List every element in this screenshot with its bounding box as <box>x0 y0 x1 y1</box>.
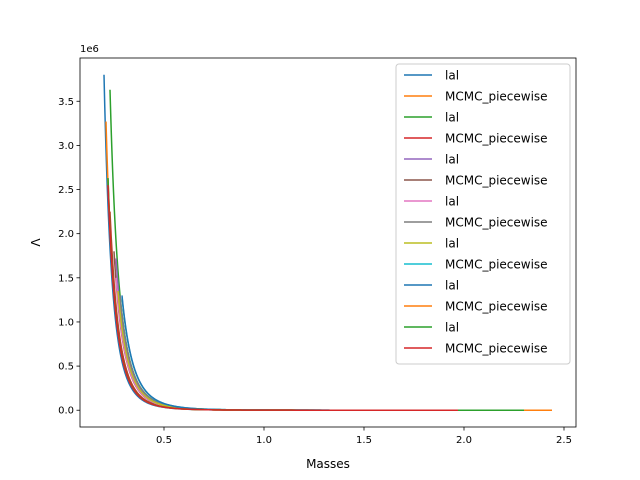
y-tick-label: 2.0 <box>58 229 74 240</box>
x-tick-label: 2.5 <box>556 435 572 446</box>
legend-entry: lal <box>445 111 459 125</box>
legend-entry: MCMC_piecewise <box>445 90 548 104</box>
legend-entry: lal <box>445 195 459 209</box>
y-tick-label: 0.0 <box>58 406 74 417</box>
x-tick-label: 1.0 <box>256 435 272 446</box>
y-axis-ticks: 0.0 0.5 1.0 1.5 2.0 2.5 3.0 3.5 <box>58 97 80 417</box>
plot-frame <box>79 57 577 428</box>
x-axis-ticks: 0.5 1.0 1.5 2.0 2.5 <box>156 427 572 446</box>
y-tick-label: 3.5 <box>58 97 74 108</box>
legend-entry: MCMC_piecewise <box>445 174 548 188</box>
legend-entry: lal <box>445 321 459 335</box>
legend-entry: MCMC_piecewise <box>445 132 548 146</box>
y-axis-label: Λ <box>29 238 43 247</box>
y-tick-label: 0.5 <box>58 362 74 373</box>
y-tick-label: 1.5 <box>58 273 74 284</box>
x-tick-label: 0.5 <box>156 435 172 446</box>
legend-entry: MCMC_piecewise <box>445 216 548 230</box>
legend-entry: lal <box>445 69 459 83</box>
legend-box <box>395 63 571 365</box>
legend: lalMCMC_piecewiselalMCMC_piecewiselalMCM… <box>395 63 571 365</box>
series-line-13 <box>107 185 458 411</box>
x-tick-label: 1.5 <box>356 435 372 446</box>
series-lines <box>103 74 552 411</box>
x-axis-label: Masses <box>306 457 350 471</box>
y-tick-label: 3.0 <box>58 141 74 152</box>
legend-entry: lal <box>445 153 459 167</box>
legend-entry: MCMC_piecewise <box>445 342 548 356</box>
legend-entry: MCMC_piecewise <box>445 258 548 272</box>
legend-entry: lal <box>445 237 459 251</box>
y-offset-label: 1e6 <box>80 44 99 55</box>
legend-entry: MCMC_piecewise <box>445 300 548 314</box>
x-tick-label: 2.0 <box>456 435 472 446</box>
y-tick-label: 2.5 <box>58 185 74 196</box>
legend-entry: lal <box>445 279 459 293</box>
y-tick-label: 1.0 <box>58 317 74 328</box>
